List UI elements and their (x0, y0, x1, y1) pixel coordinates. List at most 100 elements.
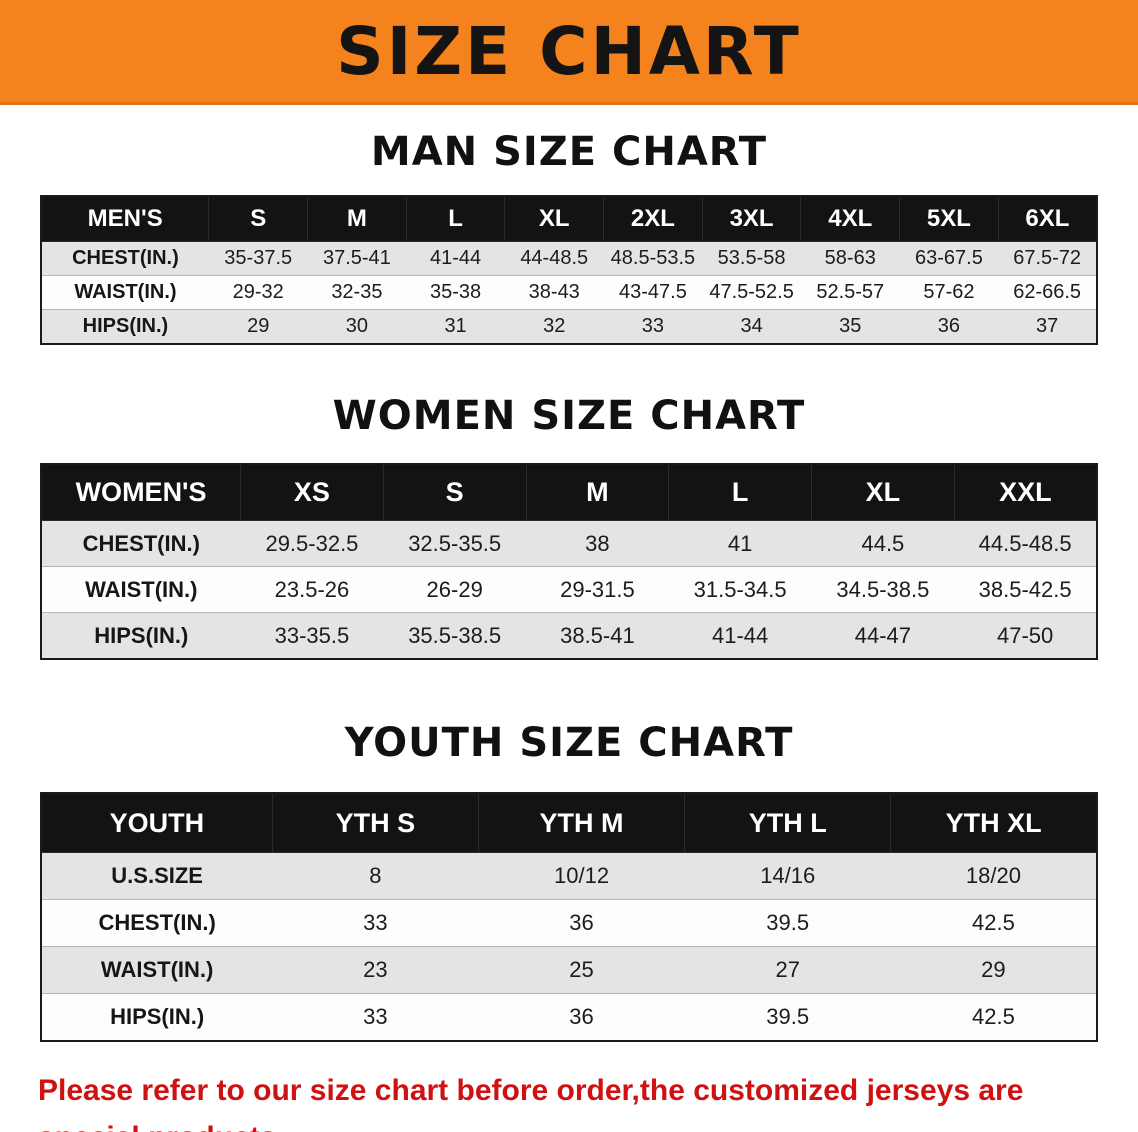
size-value: 23.5-26 (274, 576, 350, 602)
size-column-header: S (382, 463, 527, 521)
size-value: 47.5-52.5 (709, 281, 794, 303)
size-value: 44-47 (854, 622, 912, 648)
size-column-header: YTH M (477, 792, 686, 853)
size-value: 57-62 (923, 281, 975, 303)
size-value: 36 (937, 315, 961, 337)
size-column-header: XXL (953, 463, 1098, 521)
banner: SIZE CHART (0, 0, 1138, 105)
size-column-header: YTH S (271, 792, 479, 853)
size-value: 44.5 (861, 530, 905, 556)
size-column-header: L (668, 463, 813, 521)
content: MAN SIZE CHART MEN'S S M L XL 2XL 3XL 4XL 5XL 6XL… (0, 129, 1138, 1132)
men-size-table: MEN'S S M L XL 2XL 3XL 4XL 5XL 6XL CHEST(IN.) 35-37… (40, 195, 1098, 345)
youth-size-section: YOUTH SIZE CHART YOUTH YTH S YTH M YTH L YTH… (0, 720, 1138, 1042)
row-label: CHEST(IN.) (98, 910, 216, 935)
size-value: 31.5-34.5 (693, 576, 787, 602)
row-label-header: YOUTH (40, 792, 273, 853)
size-value: 41-44 (429, 247, 482, 269)
size-column-header: S (208, 195, 309, 242)
size-value: 52.5-57 (816, 281, 885, 303)
size-value: 63-67.5 (915, 247, 983, 269)
men-size-section: MAN SIZE CHART MEN'S S M L XL 2XL 3XL 4XL 5XL 6XL… (0, 129, 1138, 345)
size-value: 32.5-35.5 (408, 530, 502, 556)
size-column-header: YTH XL (890, 792, 1098, 853)
size-value: 36 (569, 1004, 594, 1029)
size-column-header: 5XL (899, 195, 999, 242)
size-value: 23 (363, 957, 388, 982)
size-column-header: M (525, 463, 670, 521)
table-row: WAIST(IN.) 29-32 32-35 35-38 38-43 43-47.5 47.… (41, 275, 1097, 310)
size-value: 36 (569, 910, 594, 935)
row-label: HIPS(IN.) (82, 315, 169, 337)
size-value: 44.5-48.5 (978, 530, 1072, 556)
size-column-header: 2XL (603, 195, 703, 242)
size-value: 14/16 (760, 863, 816, 888)
youth-size-heading: YOUTH SIZE CHART (344, 720, 794, 766)
size-value: 48.5-53.5 (610, 247, 696, 269)
size-value: 30 (345, 315, 369, 337)
page-title: SIZE CHART (336, 12, 802, 90)
size-value: 32-35 (331, 281, 383, 303)
table-row: U.S.SIZE 8 10/12 14/16 18/20 (41, 852, 1097, 900)
table-row: HIPS(IN.) 33 36 39.5 42.5 (41, 993, 1097, 1041)
size-column-header: YTH L (684, 792, 892, 853)
table-row: HIPS(IN.) 33-35.5 35.5-38.5 38.5-41 41-44 44-… (41, 612, 1097, 659)
size-value: 26-29 (426, 576, 483, 602)
women-size-heading: WOMEN SIZE CHART (332, 393, 806, 439)
size-value: 47-50 (996, 622, 1054, 648)
size-value: 41 (727, 530, 753, 556)
size-value: 33 (363, 910, 388, 935)
size-value: 35-38 (429, 281, 482, 303)
table-row: CHEST(IN.) 33 36 39.5 42.5 (41, 899, 1097, 947)
size-value: 33 (641, 315, 665, 337)
size-value: 43-47.5 (618, 281, 687, 303)
order-policy-note-line-1: Please refer to our size chart before or… (38, 1074, 1024, 1132)
size-value: 44-48.5 (520, 247, 589, 269)
size-column-header: XL (811, 463, 955, 521)
size-value: 37 (1036, 315, 1059, 337)
size-value: 39.5 (766, 1004, 810, 1029)
row-label: WAIST(IN.) (74, 281, 177, 303)
size-value: 39.5 (766, 910, 810, 935)
row-label-header: MEN'S (40, 195, 210, 242)
size-value: 29 (981, 957, 1006, 982)
size-value: 35-37.5 (224, 247, 293, 269)
table-row: WAIST(IN.) 23.5-26 26-29 29-31.5 31.5-34.5 34… (41, 566, 1097, 613)
size-value: 35.5-38.5 (408, 622, 502, 648)
size-value: 32 (543, 315, 566, 337)
size-value: 38.5-41 (560, 622, 635, 648)
size-value: 58-63 (824, 247, 876, 269)
size-value: 10/12 (554, 863, 610, 888)
table-row: HIPS(IN.) 29 30 31 32 33 34 35 36 37 (41, 309, 1097, 344)
header-row: MEN'S S M L XL 2XL 3XL 4XL 5XL 6XL (40, 195, 1098, 242)
size-value: 34.5-38.5 (836, 576, 930, 602)
size-value: 38 (585, 530, 610, 556)
size-value: 37.5-41 (322, 247, 391, 269)
size-value: 27 (775, 957, 800, 982)
order-policy-note: Please refer to our size chart before or… (38, 1068, 1100, 1132)
size-column-header: 6XL (997, 195, 1098, 242)
size-value: 34 (740, 315, 763, 337)
size-column-header: M (307, 195, 407, 242)
size-value: 29-32 (232, 281, 284, 303)
size-value: 53.5-58 (717, 247, 786, 269)
size-value: 33-35.5 (274, 622, 350, 648)
size-value: 31 (444, 315, 467, 337)
size-value: 29-31.5 (560, 576, 635, 602)
size-value: 42.5 (971, 1004, 1015, 1029)
size-value: 8 (369, 863, 382, 888)
size-column-header: 4XL (800, 195, 901, 242)
size-value: 18/20 (965, 863, 1021, 888)
header-row: YOUTH YTH S YTH M YTH L YTH XL (40, 792, 1098, 853)
size-value: 29.5-32.5 (265, 530, 359, 556)
row-label: HIPS(IN.) (94, 622, 189, 648)
row-label: HIPS(IN.) (110, 1004, 205, 1029)
youth-size-table: YOUTH YTH S YTH M YTH L YTH XL U.S.SIZE 8 10/12… (40, 792, 1098, 1042)
row-label: WAIST(IN.) (85, 576, 198, 602)
row-label: CHEST(IN.) (82, 530, 200, 556)
row-label-header: WOMEN'S (40, 463, 242, 521)
table-row: WAIST(IN.) 23 25 27 29 (41, 946, 1097, 994)
size-value: 62-66.5 (1013, 281, 1082, 303)
row-label: CHEST(IN.) (72, 247, 179, 269)
